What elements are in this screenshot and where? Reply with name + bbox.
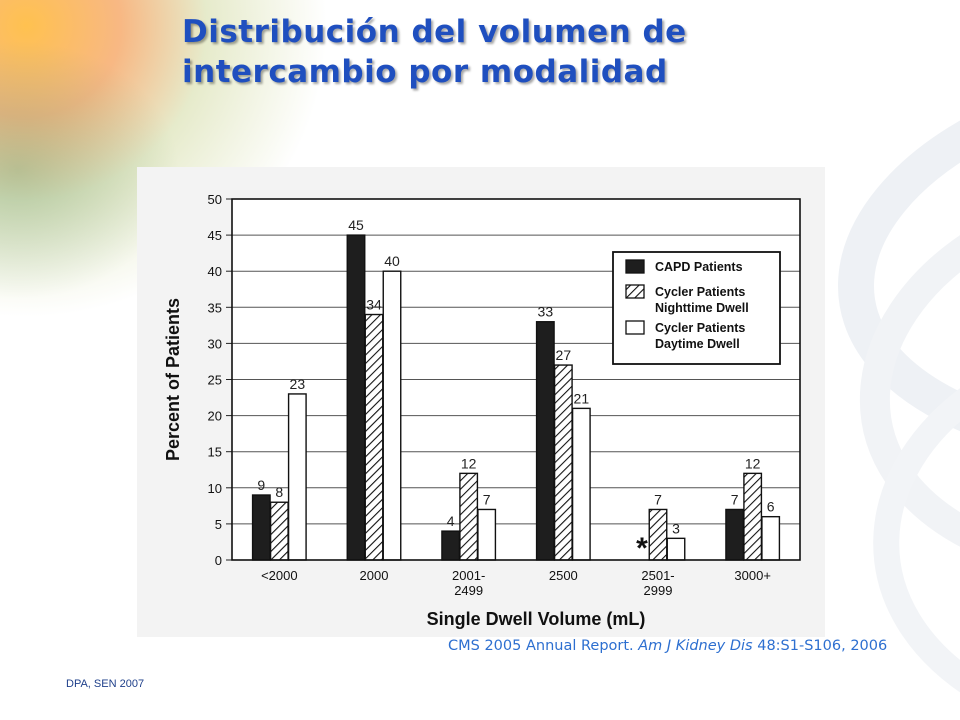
bar-data-label: 4 [447, 513, 455, 529]
bar [459, 472, 479, 561]
citation: CMS 2005 Annual Report. Am J Kidney Dis … [448, 638, 887, 654]
bar [725, 508, 745, 561]
legend-swatch [625, 284, 645, 299]
bar-data-label: 8 [275, 484, 283, 500]
bar [761, 515, 781, 561]
y-tick-label: 5 [215, 517, 222, 532]
y-tick-label: 35 [208, 300, 222, 315]
bar [648, 508, 668, 561]
y-tick-label: 30 [208, 336, 222, 351]
x-tick-label: 3000+ [734, 568, 771, 583]
slide-title: Distribución del volumen de intercambio … [182, 12, 687, 92]
x-tick-label: 2001-2499 [452, 568, 485, 598]
bar [251, 494, 271, 561]
title-line-1: Distribución del volumen de [182, 14, 687, 50]
bar-data-label: 3 [672, 520, 680, 536]
legend-swatch [625, 259, 645, 274]
bar [666, 537, 686, 561]
bar [364, 313, 384, 561]
citation-prefix: CMS 2005 Annual Report. [448, 638, 639, 654]
bar [269, 501, 289, 561]
y-tick-label: 10 [208, 481, 222, 496]
bar [477, 508, 497, 561]
y-tick-label: 40 [208, 264, 222, 279]
x-axis-label: Single Dwell Volume (mL) [427, 609, 646, 629]
y-tick-label: 0 [215, 553, 222, 568]
bar [382, 270, 402, 561]
legend-entry-label: Cycler Patients Nighttime Dwell [655, 285, 749, 315]
y-tick-label: 20 [208, 409, 222, 424]
bar-data-label: 45 [348, 217, 364, 233]
bar-data-label: 21 [574, 390, 590, 406]
footer-text: DPA, SEN 2007 [66, 678, 145, 690]
bar-data-label: 12 [745, 455, 761, 471]
bar [287, 393, 307, 561]
bar-data-label: 34 [366, 297, 382, 313]
bar [441, 530, 461, 561]
bar-data-label: 9 [257, 477, 265, 493]
x-tick-label: 2500 [549, 568, 578, 583]
y-tick-label: 50 [208, 192, 222, 207]
legend-swatch [625, 320, 645, 335]
bar-data-label: * [636, 532, 648, 565]
citation-journal: Am J Kidney Dis [638, 638, 753, 654]
background-swoosh [838, 120, 960, 693]
y-tick-label: 25 [208, 373, 222, 388]
bar-data-label: 7 [483, 491, 491, 507]
bar [346, 234, 366, 561]
bar-data-label: 12 [461, 455, 477, 471]
x-tick-label: 2501-2999 [641, 568, 674, 598]
plot-frame [231, 198, 801, 561]
bar [743, 472, 763, 561]
bar-data-label: 6 [767, 499, 775, 515]
bar-data-label: 7 [654, 491, 662, 507]
bar [571, 407, 591, 561]
bar [553, 364, 573, 561]
bar-data-label: 27 [556, 347, 572, 363]
bar-data-label: 7 [731, 491, 739, 507]
citation-suffix: 48:S1-S106, 2006 [752, 638, 888, 654]
x-tick-label: 2000 [360, 568, 389, 583]
title-line-2: intercambio por modalidad [182, 54, 668, 90]
x-tick-label: <2000 [261, 568, 298, 583]
y-tick-label: 15 [208, 445, 222, 460]
y-axis-label: Percent of Patients [163, 298, 183, 461]
chart-panel: 0 5 10 15 20 25 30 35 40 45 50 9 8 23 <2000 45 34 40 2000 4… [137, 167, 825, 637]
bar-data-label: 23 [290, 376, 306, 392]
bar-chart: 0 5 10 15 20 25 30 35 40 45 50 9 8 23 <2000 45 34 40 2000 4… [163, 192, 801, 629]
legend-entry-label: CAPD Patients [655, 260, 743, 274]
bar-data-label: 40 [384, 253, 400, 269]
legend-entry-label: Cycler Patients Daytime Dwell [655, 321, 745, 351]
bar-data-label: 33 [538, 304, 554, 320]
bar [535, 321, 555, 561]
y-tick-label: 45 [208, 228, 222, 243]
